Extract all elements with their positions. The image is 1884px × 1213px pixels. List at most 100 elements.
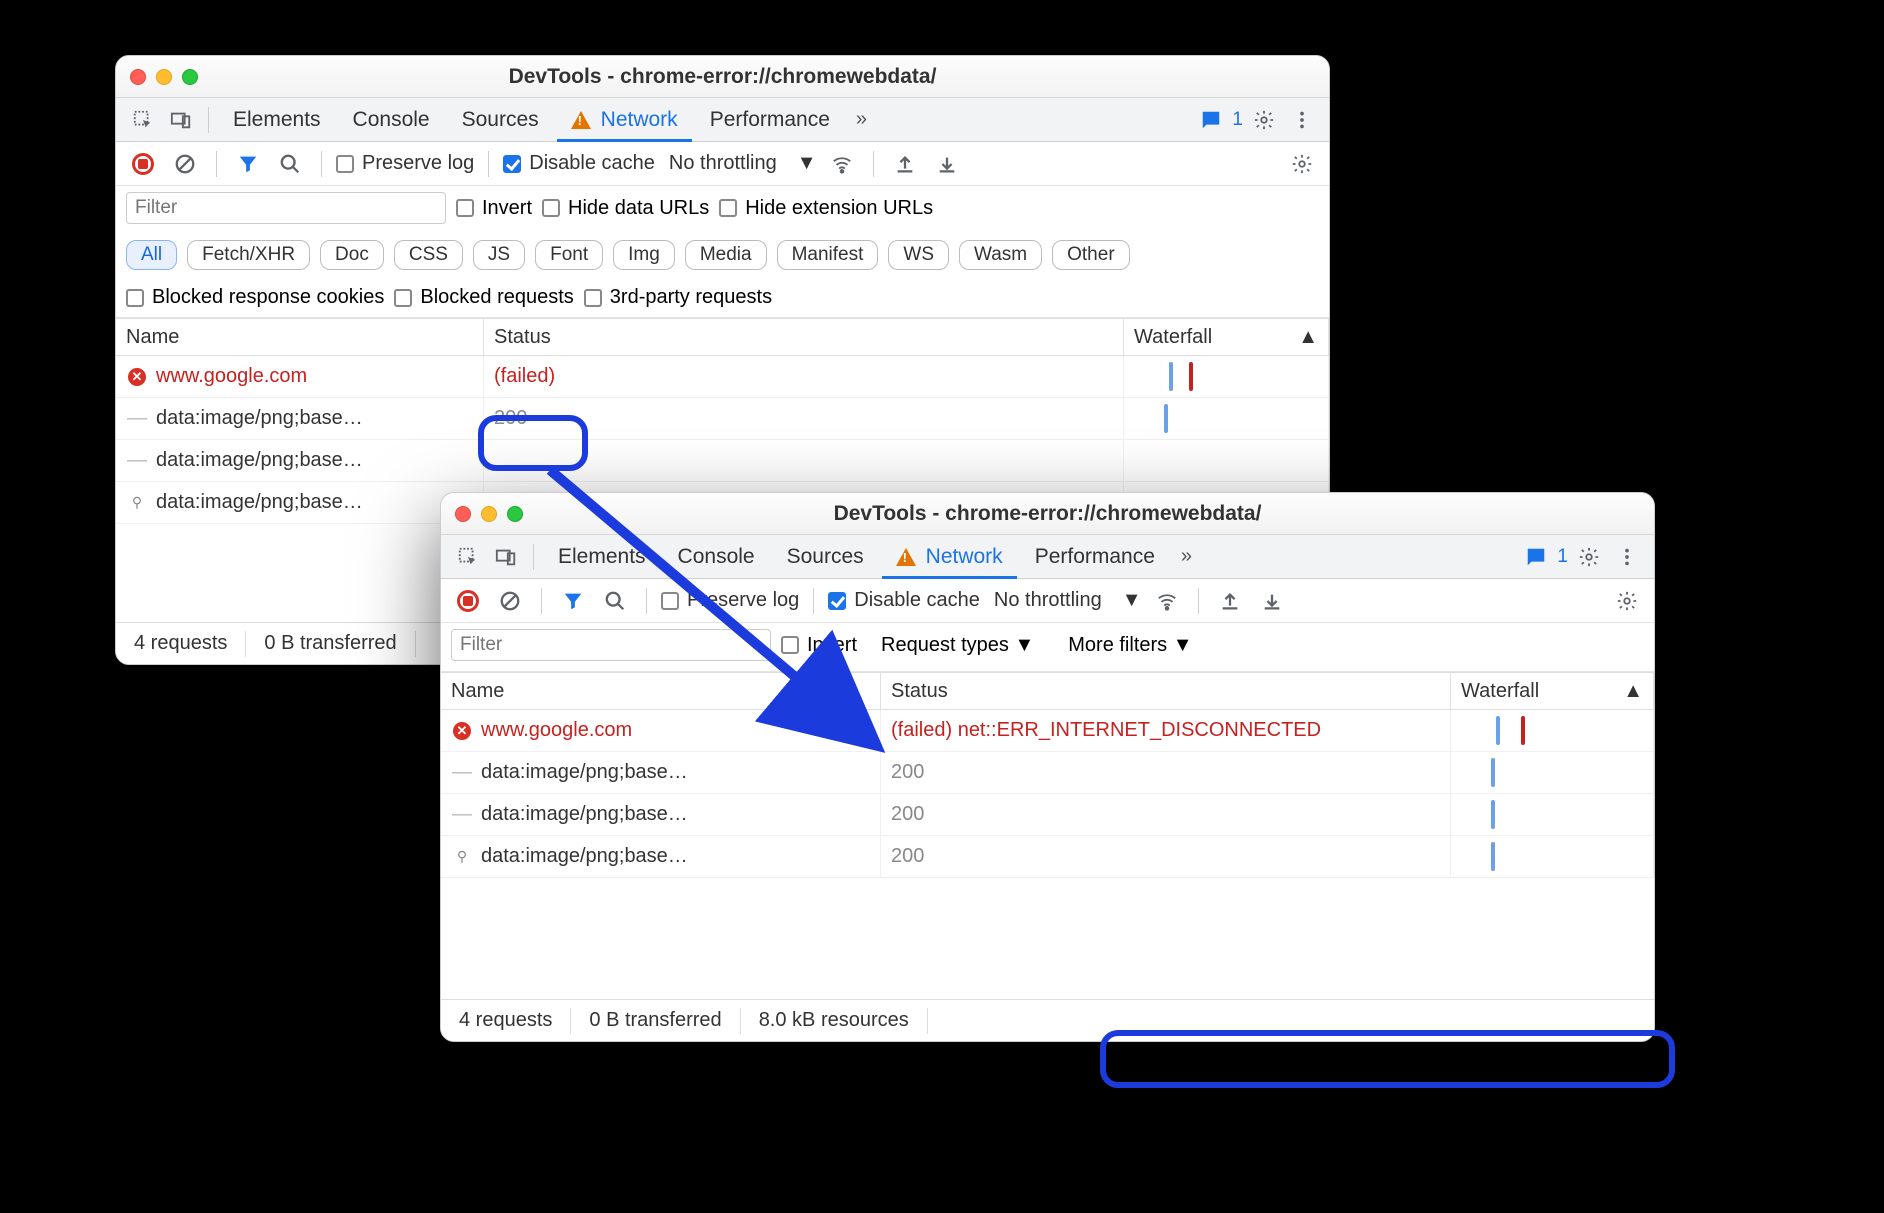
inspect-icon[interactable] bbox=[126, 103, 160, 137]
search-icon[interactable] bbox=[273, 147, 307, 181]
kebab-icon[interactable] bbox=[1285, 103, 1319, 137]
upload-icon[interactable] bbox=[1213, 584, 1247, 618]
kebab-icon[interactable] bbox=[1610, 540, 1644, 574]
more-tabs-icon[interactable]: » bbox=[848, 108, 875, 131]
invert-label: Invert bbox=[482, 197, 532, 220]
record-icon[interactable] bbox=[126, 147, 160, 181]
download-icon[interactable] bbox=[1255, 584, 1289, 618]
network-settings-icon[interactable] bbox=[1610, 584, 1644, 618]
invert-check[interactable]: Invert bbox=[781, 634, 857, 657]
preserve-log-label: Preserve log bbox=[362, 152, 474, 175]
preserve-log-check[interactable]: Preserve log bbox=[336, 152, 474, 175]
preserve-log-check[interactable]: Preserve log bbox=[661, 589, 799, 612]
maximize-icon[interactable] bbox=[182, 69, 198, 85]
blocked-requests-check[interactable]: Blocked requests bbox=[394, 286, 573, 309]
table-row[interactable]: —data:image/png;base… 200 bbox=[441, 794, 1654, 836]
disable-cache-check[interactable]: Disable cache bbox=[503, 152, 655, 175]
filter-input[interactable] bbox=[126, 192, 446, 224]
table-row[interactable]: ✕www.google.com (failed) net::ERR_INTERN… bbox=[441, 710, 1654, 752]
third-party-check[interactable]: 3rd-party requests bbox=[584, 286, 772, 309]
clear-icon[interactable] bbox=[493, 584, 527, 618]
table-row[interactable]: —data:image/png;base… 200 bbox=[116, 398, 1329, 440]
tab-performance[interactable]: Performance bbox=[1021, 535, 1169, 578]
pill-media[interactable]: Media bbox=[685, 240, 767, 270]
tab-network[interactable]: Network bbox=[882, 535, 1017, 578]
download-icon[interactable] bbox=[930, 147, 964, 181]
throttling-chevron-icon[interactable]: ▼ bbox=[1122, 589, 1142, 612]
hide-ext-urls-check[interactable]: Hide extension URLs bbox=[719, 197, 933, 220]
tab-performance[interactable]: Performance bbox=[696, 98, 844, 141]
request-types-select[interactable]: Request types ▼ bbox=[881, 634, 1034, 657]
table-row[interactable]: ✕www.google.com (failed) bbox=[116, 356, 1329, 398]
col-waterfall[interactable]: Waterfall▲ bbox=[1124, 319, 1329, 355]
titlebar[interactable]: DevTools - chrome-error://chromewebdata/ bbox=[116, 56, 1329, 98]
more-tabs-icon[interactable]: » bbox=[1173, 545, 1200, 568]
row-status-icon: — bbox=[451, 761, 473, 784]
row-waterfall bbox=[1451, 836, 1654, 877]
throttling-select[interactable]: No throttling bbox=[669, 152, 777, 175]
pill-wasm[interactable]: Wasm bbox=[959, 240, 1042, 270]
blocked-cookies-check[interactable]: Blocked response cookies bbox=[126, 286, 384, 309]
tab-network[interactable]: Network bbox=[557, 98, 692, 141]
row-name: www.google.com bbox=[156, 365, 307, 388]
pill-doc[interactable]: Doc bbox=[320, 240, 384, 270]
filter-icon[interactable] bbox=[231, 147, 265, 181]
pill-ws[interactable]: WS bbox=[888, 240, 949, 270]
minimize-icon[interactable] bbox=[481, 506, 497, 522]
device-icon[interactable] bbox=[489, 540, 523, 574]
table-row[interactable]: —data:image/png;base… 200 bbox=[441, 752, 1654, 794]
table-row[interactable]: ⚲data:image/png;base… 200 bbox=[441, 836, 1654, 878]
pill-css[interactable]: CSS bbox=[394, 240, 463, 270]
maximize-icon[interactable] bbox=[507, 506, 523, 522]
throttling-select[interactable]: No throttling bbox=[994, 589, 1102, 612]
network-settings-icon[interactable] bbox=[1285, 147, 1319, 181]
col-name[interactable]: Name bbox=[441, 673, 881, 709]
disable-cache-check[interactable]: Disable cache bbox=[828, 589, 980, 612]
pill-font[interactable]: Font bbox=[535, 240, 603, 270]
pill-all[interactable]: All bbox=[126, 240, 177, 270]
issues-count: 1 bbox=[1232, 109, 1243, 131]
pill-other[interactable]: Other bbox=[1052, 240, 1130, 270]
pill-js[interactable]: JS bbox=[473, 240, 525, 270]
col-status[interactable]: Status bbox=[484, 319, 1124, 355]
inspect-icon[interactable] bbox=[451, 540, 485, 574]
tab-sources[interactable]: Sources bbox=[448, 98, 553, 141]
issues-icon[interactable] bbox=[1194, 103, 1228, 137]
network-conditions-icon[interactable] bbox=[825, 147, 859, 181]
row-status-icon: ✕ bbox=[126, 368, 148, 386]
col-name[interactable]: Name bbox=[116, 319, 484, 355]
upload-icon[interactable] bbox=[888, 147, 922, 181]
record-icon[interactable] bbox=[451, 584, 485, 618]
close-icon[interactable] bbox=[130, 69, 146, 85]
footer-transferred: 0 B transferred bbox=[571, 1008, 740, 1034]
throttling-chevron-icon[interactable]: ▼ bbox=[797, 152, 817, 175]
tab-console[interactable]: Console bbox=[664, 535, 769, 578]
more-filters-select[interactable]: More filters ▼ bbox=[1068, 634, 1192, 657]
filter-input[interactable] bbox=[451, 629, 771, 661]
col-status[interactable]: Status bbox=[881, 673, 1451, 709]
pill-manifest[interactable]: Manifest bbox=[777, 240, 879, 270]
hide-data-urls-check[interactable]: Hide data URLs bbox=[542, 197, 709, 220]
issues-icon[interactable] bbox=[1519, 540, 1553, 574]
clear-icon[interactable] bbox=[168, 147, 202, 181]
invert-check[interactable]: Invert bbox=[456, 197, 532, 220]
minimize-icon[interactable] bbox=[156, 69, 172, 85]
table-row[interactable]: —data:image/png;base… bbox=[116, 440, 1329, 482]
settings-icon[interactable] bbox=[1247, 103, 1281, 137]
tab-console[interactable]: Console bbox=[339, 98, 444, 141]
row-status-icon: — bbox=[451, 803, 473, 826]
titlebar[interactable]: DevTools - chrome-error://chromewebdata/ bbox=[441, 493, 1654, 535]
tab-elements[interactable]: Elements bbox=[544, 535, 660, 578]
network-conditions-icon[interactable] bbox=[1150, 584, 1184, 618]
search-icon[interactable] bbox=[598, 584, 632, 618]
filter-icon[interactable] bbox=[556, 584, 590, 618]
row-status bbox=[484, 440, 1124, 481]
tab-elements[interactable]: Elements bbox=[219, 98, 335, 141]
pill-img[interactable]: Img bbox=[613, 240, 675, 270]
device-icon[interactable] bbox=[164, 103, 198, 137]
pill-fetchxhr[interactable]: Fetch/XHR bbox=[187, 240, 310, 270]
close-icon[interactable] bbox=[455, 506, 471, 522]
settings-icon[interactable] bbox=[1572, 540, 1606, 574]
col-waterfall[interactable]: Waterfall▲ bbox=[1451, 673, 1654, 709]
tab-sources[interactable]: Sources bbox=[773, 535, 878, 578]
